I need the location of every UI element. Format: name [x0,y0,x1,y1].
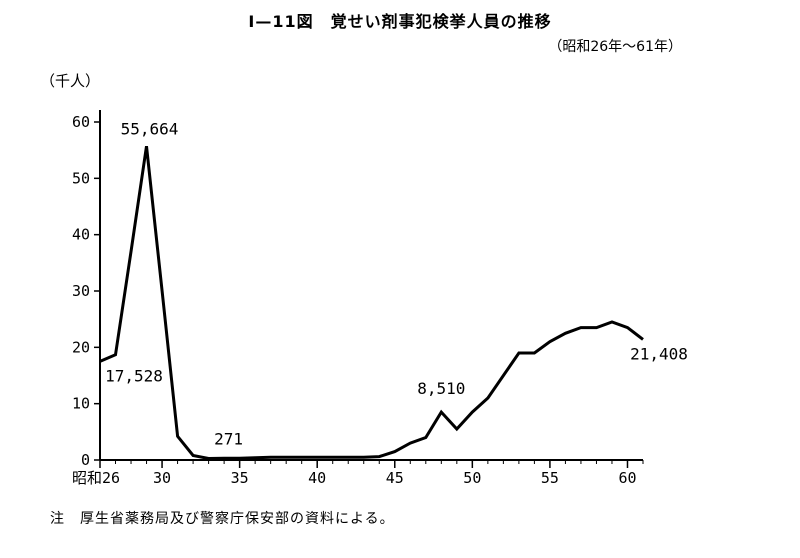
chart-axes: （千人） [40,72,643,461]
data-label: 8,510 [417,379,465,398]
x-tick-label: 50 [463,469,481,487]
figure-title: Ⅰ—11図 覚せい剤事犯検挙人員の推移 [248,12,552,31]
data-label: 55,664 [121,119,179,138]
y-axis-unit-label: （千人） [40,72,100,90]
y-tick-label: 30 [72,282,90,300]
x-tick-label: 30 [153,469,171,487]
y-tick-label: 60 [72,113,90,131]
data-label: 21,408 [630,344,688,363]
x-tick-label: 40 [308,469,326,487]
y-tick-label: 50 [72,169,90,187]
y-tick-label: 0 [81,451,90,469]
x-tick-label: 45 [386,469,404,487]
x-tick-label: 35 [231,469,249,487]
x-tick-label: 60 [618,469,636,487]
x-tick-label: 55 [541,469,559,487]
data-label: 271 [214,429,243,448]
y-tick-label: 10 [72,395,90,413]
chart-series [99,145,644,461]
y-tick-label: 20 [72,338,90,356]
source-note: 注 厚生省薬務局及び警察庁保安部の資料による。 [50,511,395,527]
series-line [99,145,644,461]
chart-annotations: 55,664 17,528 271 8,510 21,408 [105,119,688,448]
y-tick-label: 40 [72,226,90,244]
data-label: 17,528 [105,366,163,385]
figure-subtitle: （昭和26年〜61年） [548,39,682,55]
line-chart: （千人） 0 10 20 30 40 50 60 昭和26 30 35 40 45 50 55 60 55,… [40,72,688,487]
x-tick-label: 昭和26 [72,469,120,487]
chart-ticks: 0 10 20 30 40 50 60 昭和26 30 35 40 45 50 55 60 [72,113,644,487]
